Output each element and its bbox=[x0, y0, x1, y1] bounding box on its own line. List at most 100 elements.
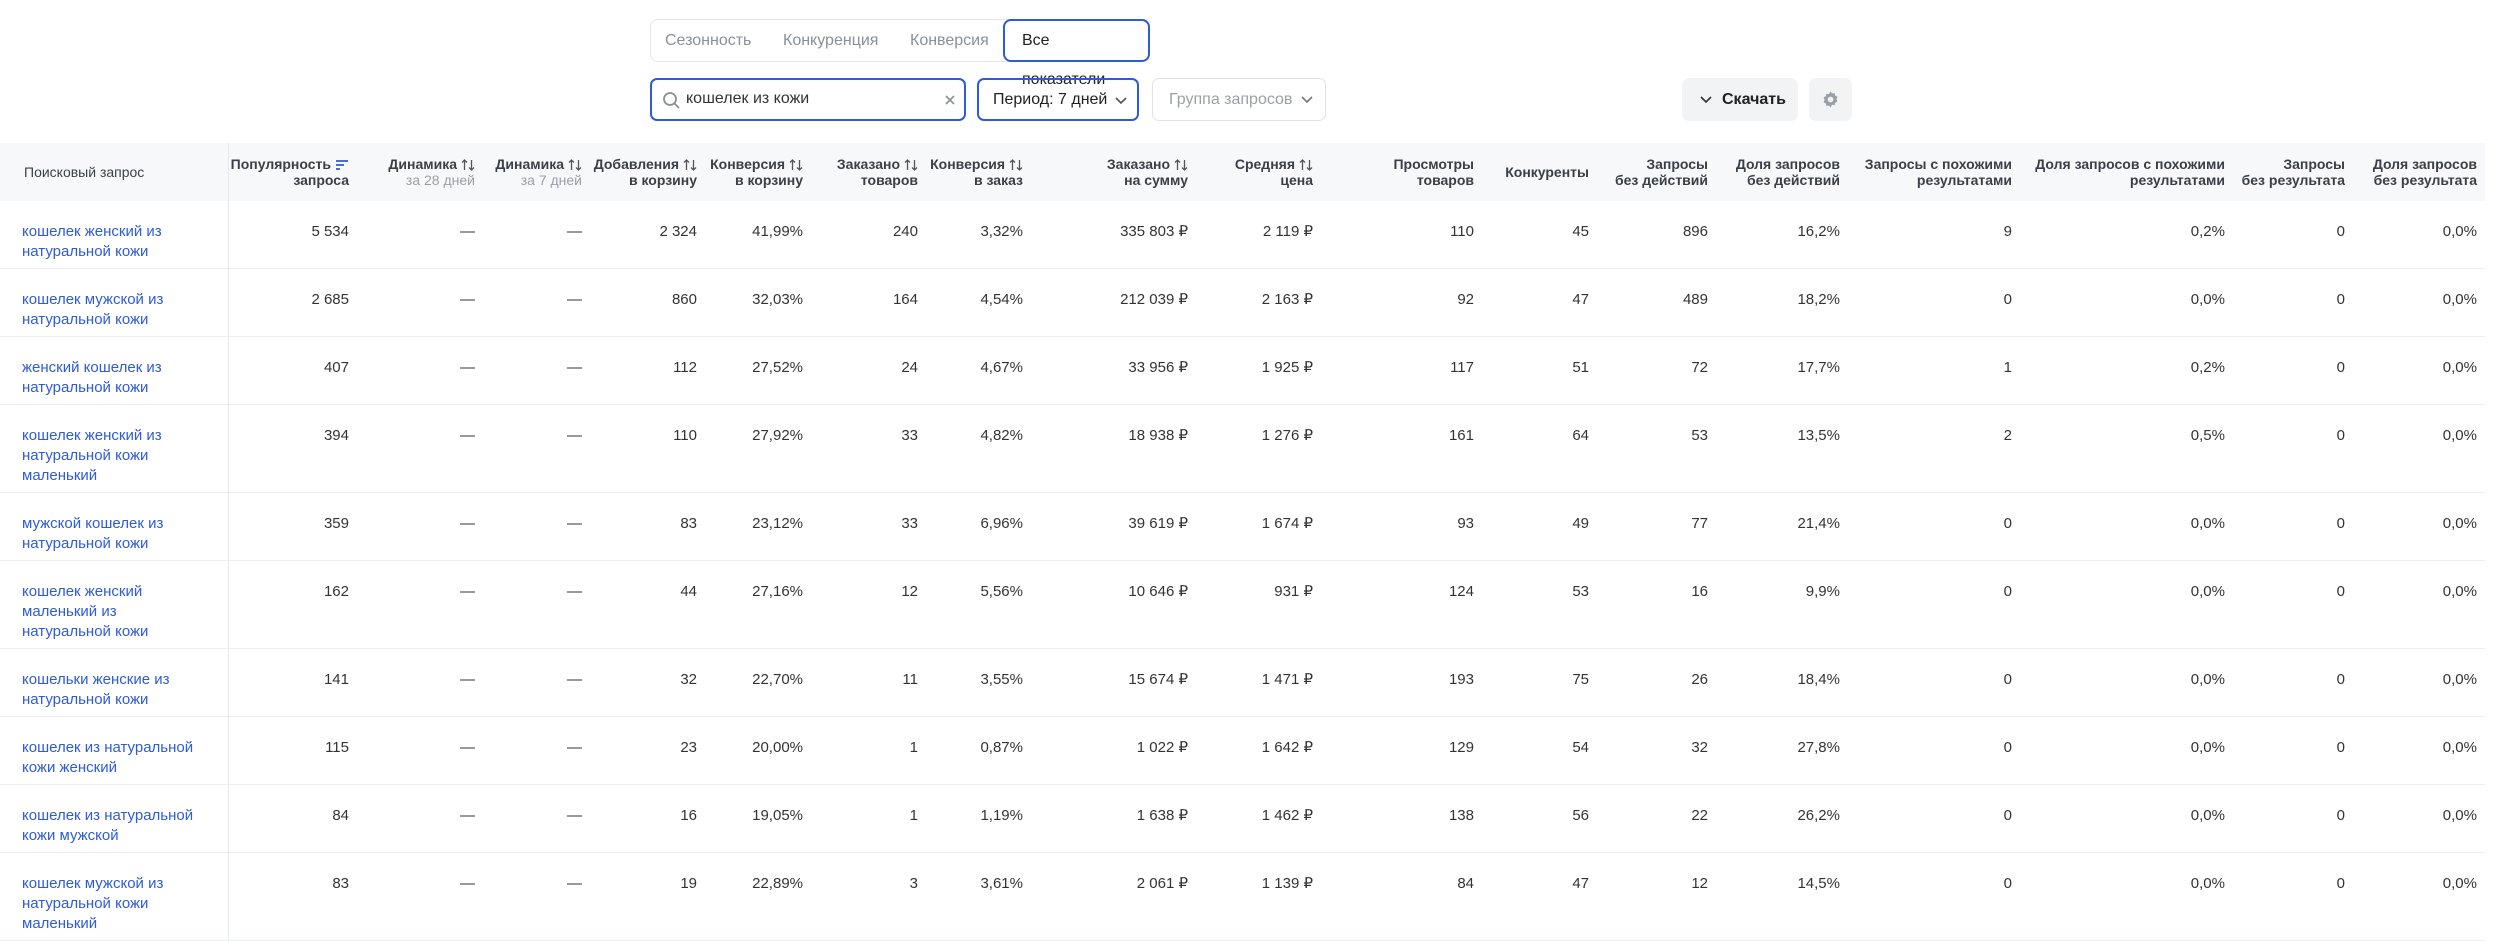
value-cell: 2 061 ₽ bbox=[1031, 852, 1196, 941]
value-cell: 0,0% bbox=[2020, 716, 2233, 785]
table-row: кошельки женские из натуральной кожи 141—… bbox=[0, 648, 2485, 717]
query-link[interactable]: кошелек из натуральной кожи женский bbox=[22, 739, 194, 776]
value-cell: 335 803 ₽ bbox=[1031, 201, 1196, 269]
settings-button[interactable] bbox=[1809, 78, 1852, 121]
value-cell: 47 bbox=[1482, 852, 1597, 941]
value-cell: 32 bbox=[590, 648, 705, 717]
query-cell: кошелек мужской из натуральной кожи bbox=[0, 268, 229, 337]
group-select[interactable]: Группа запросов bbox=[1152, 78, 1326, 121]
value-cell: 407 bbox=[228, 336, 357, 405]
header-text: на сумму bbox=[1124, 172, 1188, 188]
value-cell: 1 bbox=[1848, 336, 2020, 405]
value-cell: 12 bbox=[1597, 852, 1716, 941]
value-cell: — bbox=[483, 492, 590, 561]
tab[interactable]: Конверсия bbox=[910, 32, 989, 49]
query-cell: женский кошелек из натуральной кожи bbox=[0, 336, 229, 405]
sort-icon[interactable] bbox=[461, 159, 475, 171]
value-cell: 3,55% bbox=[926, 648, 1031, 717]
query-table: Поисковый запрос Популярность запроса Динам… bbox=[0, 143, 2485, 941]
query-link[interactable]: кошелек женский из натуральной кожи мале… bbox=[22, 427, 162, 484]
value-cell: 3,32% bbox=[926, 201, 1031, 269]
value-cell: 0 bbox=[1848, 784, 2020, 853]
value-cell: 0,0% bbox=[2020, 852, 2233, 941]
value-cell: 0 bbox=[2233, 648, 2353, 717]
query-cell: кошельки женские из натуральной кожи bbox=[0, 648, 229, 717]
value-cell: 0,0% bbox=[2353, 336, 2485, 405]
query-link[interactable]: кошелек мужской из натуральной кожи bbox=[22, 291, 164, 328]
tab[interactable]: Все показатели bbox=[1003, 19, 1150, 88]
column-header: Конверсия в заказ bbox=[926, 143, 1031, 201]
query-link[interactable]: кошелек из натуральной кожи мужской bbox=[22, 807, 194, 844]
value-cell: 15 674 ₽ bbox=[1031, 648, 1196, 717]
download-label: Скачать bbox=[1722, 91, 1786, 108]
sort-icon[interactable] bbox=[1009, 159, 1023, 171]
value-cell: — bbox=[483, 404, 590, 493]
sort-icon[interactable] bbox=[683, 159, 697, 171]
header-text: Конверсия bbox=[710, 156, 785, 172]
value-cell: 0 bbox=[1848, 852, 2020, 941]
table-row: кошелек женский из натуральной кожи 5 534… bbox=[0, 201, 2485, 269]
sort-icon[interactable] bbox=[1174, 159, 1188, 171]
header-subtext: за 28 дней bbox=[405, 172, 475, 188]
query-link[interactable]: кошелек женский из натуральной кожи bbox=[22, 223, 162, 260]
value-cell: — bbox=[357, 852, 483, 941]
header-text: в корзину bbox=[734, 172, 803, 188]
value-cell: 0 bbox=[2233, 492, 2353, 561]
sort-icon[interactable] bbox=[789, 159, 803, 171]
value-cell: 26 bbox=[1597, 648, 1716, 717]
value-cell: — bbox=[357, 716, 483, 785]
value-cell: 21,4% bbox=[1716, 492, 1848, 561]
query-link[interactable]: мужской кошелек из натуральной кожи bbox=[22, 515, 164, 552]
value-cell: 0,0% bbox=[2020, 268, 2233, 337]
value-cell: 19,05% bbox=[705, 784, 811, 853]
value-cell: 0 bbox=[1848, 716, 2020, 785]
sort-active-icon[interactable] bbox=[335, 159, 349, 171]
value-cell: — bbox=[357, 492, 483, 561]
value-cell: — bbox=[483, 201, 590, 269]
value-cell: 1 642 ₽ bbox=[1196, 716, 1321, 785]
query-link[interactable]: кошелек мужской из натуральной кожи мале… bbox=[22, 875, 164, 932]
clear-icon[interactable] bbox=[944, 94, 956, 106]
value-cell: 33 bbox=[811, 492, 926, 561]
value-cell: 10 646 ₽ bbox=[1031, 560, 1196, 649]
period-select[interactable]: Период: 7 дней bbox=[977, 78, 1139, 121]
column-header: Доля запросов без результата bbox=[2353, 143, 2485, 201]
column-header: Доля запросов с похожими результатами bbox=[2020, 143, 2233, 201]
header-row: Поисковый запрос Популярность запроса Динам… bbox=[0, 143, 2485, 201]
value-cell: 1 139 ₽ bbox=[1196, 852, 1321, 941]
value-cell: 23 bbox=[590, 716, 705, 785]
column-header: Динамика за 7 дней bbox=[483, 143, 590, 201]
value-cell: 1 bbox=[811, 716, 926, 785]
value-cell: 16,2% bbox=[1716, 201, 1848, 269]
value-cell: 32 bbox=[1597, 716, 1716, 785]
header-text: Средняя bbox=[1234, 156, 1295, 172]
search-input[interactable]: кошелек из кожи bbox=[650, 78, 966, 121]
value-cell: 124 bbox=[1321, 560, 1482, 649]
query-link[interactable]: кошельки женские из натуральной кожи bbox=[22, 671, 170, 708]
value-cell: 161 bbox=[1321, 404, 1482, 493]
table-row: женский кошелек из натуральной кожи 407— —… bbox=[0, 336, 2485, 405]
value-cell: 33 bbox=[811, 404, 926, 493]
value-cell: 0,2% bbox=[2020, 201, 2233, 269]
value-cell: 3,61% bbox=[926, 852, 1031, 941]
sort-icon[interactable] bbox=[1299, 159, 1313, 171]
value-cell: 47 bbox=[1482, 268, 1597, 337]
sort-icon[interactable] bbox=[568, 159, 582, 171]
query-cell: кошелек мужской из натуральной кожи мале… bbox=[0, 852, 229, 941]
tab[interactable]: Конкуренция bbox=[783, 32, 879, 49]
query-link[interactable]: женский кошелек из натуральной кожи bbox=[22, 359, 162, 396]
sort-icon[interactable] bbox=[904, 159, 918, 171]
header-text: товаров bbox=[860, 172, 918, 188]
value-cell: 49 bbox=[1482, 492, 1597, 561]
header-text: Запросы bbox=[1646, 156, 1708, 172]
tab[interactable]: Сезонность bbox=[665, 32, 752, 49]
value-cell: 2 bbox=[1848, 404, 2020, 493]
column-header: Заказано на сумму bbox=[1031, 143, 1196, 201]
value-cell: 0 bbox=[2233, 716, 2353, 785]
chevron bbox=[1301, 96, 1313, 104]
query-link[interactable]: кошелек женский маленький из натуральной… bbox=[22, 583, 149, 640]
download-button[interactable]: Скачать bbox=[1682, 78, 1798, 121]
value-cell: 394 bbox=[228, 404, 357, 493]
header-text: без результата bbox=[2373, 172, 2477, 188]
value-cell: 162 bbox=[228, 560, 357, 649]
